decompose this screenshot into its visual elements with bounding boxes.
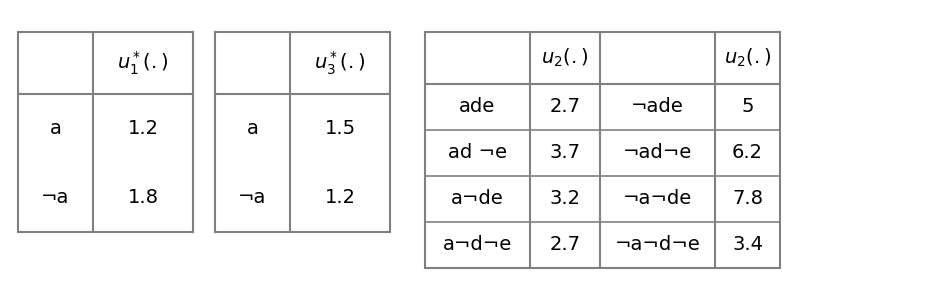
Text: 3.7: 3.7 [550, 143, 580, 163]
Text: 2.7: 2.7 [550, 98, 580, 117]
Text: 7.8: 7.8 [732, 190, 763, 208]
Text: a: a [246, 119, 259, 138]
Text: ad ¬e: ad ¬e [448, 143, 507, 163]
Text: ¬ad¬e: ¬ad¬e [623, 143, 692, 163]
Text: a¬de: a¬de [451, 190, 504, 208]
Text: ¬a¬d¬e: ¬a¬d¬e [614, 236, 701, 255]
Text: $u_2(.)$: $u_2(.)$ [541, 47, 589, 69]
Text: $u^*_3(.)$: $u^*_3(.)$ [314, 49, 366, 77]
Text: $u^*_1(.)$: $u^*_1(.)$ [118, 49, 169, 77]
Text: 1.5: 1.5 [324, 119, 356, 138]
Text: ¬a: ¬a [238, 188, 266, 207]
Text: 1.2: 1.2 [127, 119, 158, 138]
Bar [425, 32, 780, 268]
Text: $u_2(.)$: $u_2(.)$ [724, 47, 771, 69]
Bar [18, 32, 193, 232]
Text: ¬a¬de: ¬a¬de [623, 190, 692, 208]
Text: 3.4: 3.4 [732, 236, 763, 255]
Text: 1.2: 1.2 [324, 188, 356, 207]
Text: a: a [49, 119, 62, 138]
Text: 2.7: 2.7 [550, 236, 580, 255]
Text: ¬a: ¬a [42, 188, 70, 207]
Text: 3.2: 3.2 [550, 190, 580, 208]
Text: 1.8: 1.8 [127, 188, 158, 207]
Text: a¬d¬e: a¬d¬e [443, 236, 512, 255]
Text: 5: 5 [741, 98, 754, 117]
Bar [215, 32, 390, 232]
Text: 6.2: 6.2 [732, 143, 763, 163]
Text: ade: ade [460, 98, 496, 117]
Text: ¬ade: ¬ade [631, 98, 684, 117]
